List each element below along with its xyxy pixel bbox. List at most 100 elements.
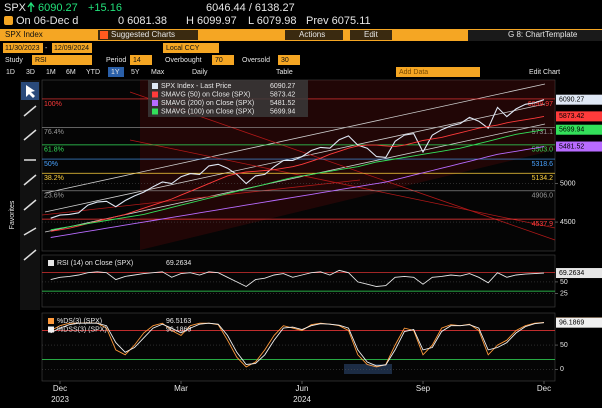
start-date[interactable]: 11/30/2023 bbox=[5, 45, 40, 52]
up-arrow bbox=[27, 1, 35, 12]
edit-button[interactable] bbox=[350, 30, 392, 40]
y-tick-label: 25 bbox=[560, 290, 568, 297]
price-range: 6046.44 / 6138.27 bbox=[206, 2, 295, 14]
fib-price: 6099.97 bbox=[528, 101, 553, 108]
x-tick-label: Sep bbox=[416, 384, 431, 393]
end-date[interactable]: 12/09/2024 bbox=[54, 45, 89, 52]
last-value-box bbox=[556, 268, 602, 279]
legend-swatch bbox=[48, 260, 54, 266]
rsi-panel bbox=[41, 254, 556, 308]
y-tick-label: 0 bbox=[560, 366, 564, 373]
timeframe[interactable]: 3D bbox=[26, 69, 35, 76]
trend-zone bbox=[140, 80, 555, 250]
trend-line bbox=[41, 179, 361, 216]
channel-lower bbox=[44, 123, 546, 233]
currency[interactable]: Local CCY bbox=[166, 45, 200, 52]
actions[interactable]: Actions bbox=[299, 30, 325, 39]
legend-swatch bbox=[48, 318, 54, 324]
last-value-box bbox=[556, 141, 602, 152]
y-tick-label: 5000 bbox=[560, 180, 576, 187]
favorites[interactable]: Favorites bbox=[9, 200, 16, 229]
legend-value: 96.1869 bbox=[166, 326, 191, 333]
mini-toolbar[interactable] bbox=[344, 364, 392, 374]
open: 0 6081.38 bbox=[118, 15, 167, 27]
legend-swatch bbox=[152, 100, 158, 106]
timeframe[interactable]: 1M bbox=[46, 69, 56, 76]
series-line bbox=[50, 322, 545, 367]
legend-name: SPX Index - Last Price bbox=[161, 83, 232, 90]
series-line bbox=[50, 99, 545, 219]
last-value: 5481.52 bbox=[559, 143, 584, 150]
timeframe[interactable]: Max bbox=[151, 69, 165, 76]
last-value-box bbox=[556, 124, 602, 135]
template-box[interactable] bbox=[468, 30, 602, 41]
actions-button[interactable] bbox=[285, 30, 343, 40]
timeframe[interactable]: 1Y bbox=[111, 69, 120, 76]
series-line bbox=[50, 115, 545, 232]
low: L 6079.98 bbox=[248, 15, 297, 27]
fib-price: 5318.6 bbox=[532, 161, 554, 168]
legend-swatch bbox=[152, 108, 158, 115]
oversold-field[interactable] bbox=[278, 55, 300, 65]
study[interactable]: RSI bbox=[35, 57, 47, 64]
start-date-field[interactable] bbox=[3, 43, 43, 53]
fib-percent: 76.4% bbox=[44, 129, 64, 136]
legend-value: 6090.27 bbox=[270, 83, 295, 90]
prev: Prev 6075.11 bbox=[306, 15, 371, 27]
suggested-charts[interactable]: Suggested Charts bbox=[111, 30, 175, 39]
study-label: Study bbox=[5, 57, 23, 64]
pointer-icon bbox=[26, 85, 35, 98]
security[interactable]: SPX Index bbox=[5, 30, 43, 39]
timeframe[interactable]: 1D bbox=[6, 69, 15, 76]
series-line bbox=[50, 129, 545, 231]
x-tick-label: Jun bbox=[296, 384, 309, 393]
legend-swatch bbox=[152, 91, 158, 98]
timeframe[interactable]: 5Y bbox=[131, 69, 140, 76]
trend-line bbox=[129, 139, 556, 229]
timeframe[interactable]: 6M bbox=[66, 69, 76, 76]
currency-field[interactable] bbox=[163, 43, 219, 53]
fib-percent: 50% bbox=[44, 161, 58, 168]
y-tick-label: 50 bbox=[560, 342, 568, 349]
oversold-label: Oversold bbox=[242, 57, 270, 64]
series-line bbox=[50, 146, 545, 238]
x-tick-label: Mar bbox=[174, 384, 188, 393]
legend-swatch bbox=[152, 83, 158, 89]
period-label: Period bbox=[106, 57, 126, 64]
legend-value: 5873.42 bbox=[270, 91, 295, 98]
timeframe[interactable]: YTD bbox=[86, 69, 100, 76]
status-icon bbox=[4, 16, 13, 25]
ticker: SPX bbox=[4, 2, 27, 14]
legend-name: SMAVG (200) on Close (SPX) bbox=[161, 100, 254, 107]
edit[interactable]: Edit bbox=[364, 30, 379, 39]
timeframe-buttons: 1D 3D 1M 6M YTD 1Y 5Y Max bbox=[6, 67, 165, 77]
period[interactable]: 14 bbox=[133, 57, 141, 64]
table[interactable]: Table bbox=[276, 69, 293, 76]
legend-value: 96.5163 bbox=[166, 318, 191, 325]
end-date-field[interactable] bbox=[52, 43, 92, 53]
legend-name: SMAVG (100) on Close (SPX) bbox=[161, 108, 254, 115]
last-value-box bbox=[556, 317, 602, 328]
fib-price: 4537.9 bbox=[532, 221, 554, 228]
frequency[interactable]: Daily bbox=[192, 69, 208, 76]
oversold[interactable]: 30 bbox=[281, 57, 289, 64]
last-price: 6090.27 bbox=[38, 2, 78, 14]
fib-percent: 100% bbox=[44, 101, 62, 108]
tool-icons[interactable] bbox=[23, 105, 37, 261]
add-data-field[interactable] bbox=[396, 67, 480, 77]
x-tick-label: Dec bbox=[53, 384, 67, 393]
dss-panel bbox=[41, 312, 556, 382]
suggested-button[interactable] bbox=[98, 30, 198, 40]
overbought[interactable]: 70 bbox=[215, 57, 223, 64]
overbought-label: Overbought bbox=[165, 57, 202, 64]
legend-name: %DSS(3) (SPX) bbox=[57, 326, 107, 333]
high: H 6099.97 bbox=[186, 15, 237, 27]
fib-percent: 38.2% bbox=[44, 175, 64, 182]
study-field[interactable] bbox=[32, 55, 92, 65]
add-data[interactable]: Add Data bbox=[399, 69, 428, 76]
period-field[interactable] bbox=[130, 55, 152, 65]
edit-chart[interactable]: Edit Chart bbox=[529, 69, 560, 76]
overbought-field[interactable] bbox=[212, 55, 234, 65]
template[interactable]: G 8: ChartTemplate bbox=[508, 30, 578, 39]
